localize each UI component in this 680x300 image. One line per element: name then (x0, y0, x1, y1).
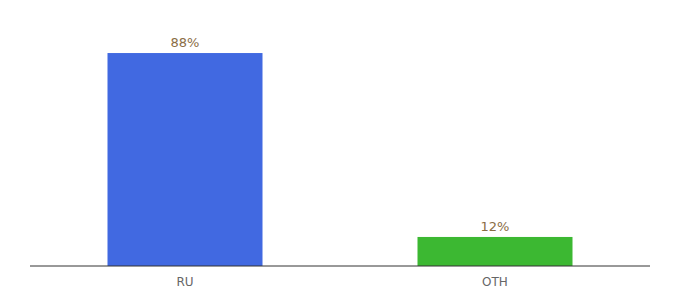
bar (418, 237, 573, 266)
bar (108, 53, 263, 266)
data-label: 12% (481, 219, 510, 234)
chart-container: 88% 12% RU OTH (0, 0, 680, 300)
x-tick-label: RU (176, 275, 193, 289)
x-axis: RU OTH (30, 266, 650, 289)
data-label: 88% (171, 35, 200, 50)
data-labels: 88% 12% (171, 35, 510, 234)
x-axis-line (30, 266, 650, 267)
x-tick-label: OTH (482, 275, 508, 289)
chart-svg: 88% 12% RU OTH (0, 0, 680, 300)
bars (108, 53, 573, 266)
